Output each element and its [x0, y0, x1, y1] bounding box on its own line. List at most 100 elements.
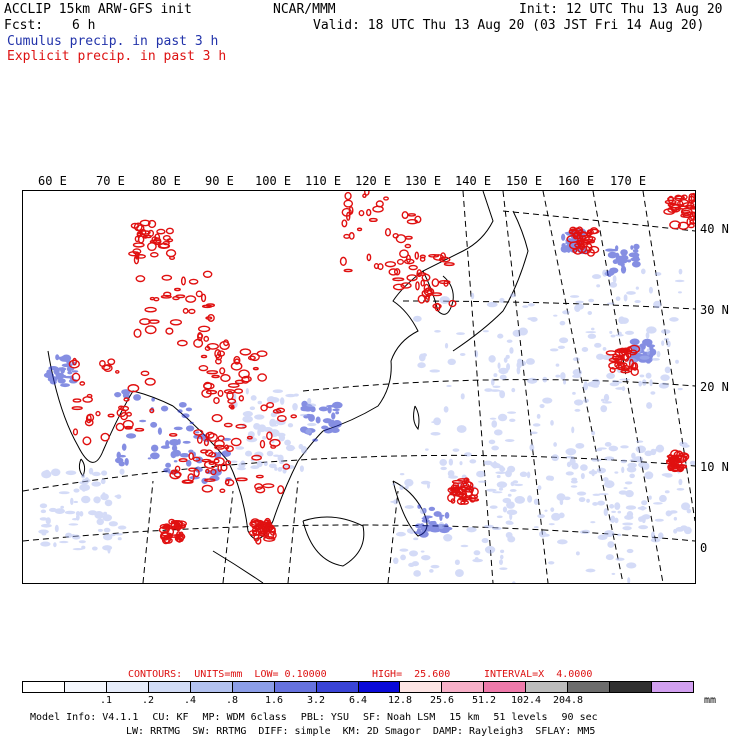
cumulus-precip-cell: [440, 466, 447, 471]
cumulus-precip-cell: [121, 443, 127, 451]
explicit-precip-contour: [238, 369, 250, 379]
cumulus-precip-cell: [619, 378, 630, 381]
cumulus-precip-cell: [160, 405, 169, 412]
cumulus-precip-cell: [585, 568, 596, 573]
cumulus-precip-cell: [558, 512, 565, 519]
explicit-precip-contour: [219, 340, 230, 351]
explicit-precip-contour: [206, 342, 219, 350]
explicit-precip-contour: [148, 319, 160, 324]
cumulus-precip-cell: [242, 415, 253, 423]
cumulus-precip-cell: [330, 427, 340, 433]
cumulus-precip-cell: [474, 350, 479, 358]
cumulus-precip-cell: [606, 372, 615, 380]
explicit-precip-contour: [178, 458, 188, 463]
cumulus-precip-cell: [681, 502, 691, 511]
explicit-precip-contour: [174, 533, 181, 540]
explicit-precip-contour: [399, 249, 409, 259]
cumulus-precip-cell: [322, 418, 333, 424]
cumulus-precip-cell: [621, 466, 625, 474]
cumulus-precip-cell: [71, 534, 76, 538]
latitude-line-10n: [23, 454, 695, 492]
cumulus-precip-cell: [509, 418, 516, 423]
cumulus-precip-cell: [276, 432, 286, 438]
org-label: NCAR/MMM: [273, 2, 336, 17]
explicit-precip-contour: [192, 456, 201, 462]
cumulus-precip-cell: [625, 505, 637, 510]
cumulus-precip-cell: [178, 401, 187, 408]
cumulus-precip-cell: [566, 461, 572, 468]
cumulus-precip-cell: [466, 527, 477, 533]
cumulus-precip-cell: [493, 373, 498, 378]
cumulus-precip-cell: [59, 540, 69, 544]
colorbar-tick-label: .2: [141, 695, 155, 706]
cumulus-precip-cell: [491, 461, 499, 469]
cumulus-precip-cell: [417, 362, 426, 369]
cumulus-precip-cell: [464, 452, 472, 457]
explicit-precip-contour: [290, 414, 298, 419]
colorbar-cell: [148, 682, 191, 692]
cumulus-precip-cell: [575, 303, 584, 310]
explicit-precip-contour: [417, 294, 426, 304]
explicit-precip-contour: [203, 460, 217, 469]
cumulus-precip-cell: [689, 460, 695, 466]
cumulus-precip-cell: [151, 444, 159, 452]
cumulus-precip-cell: [561, 243, 566, 249]
explicit-precip-contour: [161, 274, 173, 281]
cumulus-precip-cell: [661, 329, 671, 334]
explicit-precip-contour: [122, 419, 134, 429]
cumulus-precip-cell: [271, 440, 275, 444]
longitude-label: 100 E: [255, 174, 292, 188]
colorbar-unit: mm: [704, 695, 717, 706]
explicit-precip-contour: [72, 398, 82, 403]
cumulus-precip-cell: [413, 570, 421, 577]
cumulus-precip-cell: [257, 400, 263, 405]
explicit-precip-contour: [205, 468, 210, 474]
explicit-precip-contour: [343, 268, 353, 273]
cumulus-precip-cell: [580, 464, 588, 471]
explicit-precip-contour: [165, 249, 177, 258]
explicit-precip-contour: [276, 414, 287, 422]
cumulus-precip-cell: [512, 329, 522, 337]
explicit-precip-contour: [609, 366, 616, 373]
longitude-label: 150 E: [506, 174, 543, 188]
cumulus-precip-cell: [639, 374, 645, 378]
cumulus-precip-cell: [542, 376, 548, 383]
cumulus-precip-cell: [408, 562, 415, 568]
contour-high: HIGH= 25.600: [372, 669, 451, 680]
explicit-precip-contour: [414, 215, 422, 224]
cumulus-precip-cell: [171, 444, 178, 452]
explicit-precip-contour: [456, 497, 466, 506]
explicit-precip-contour: [403, 258, 415, 265]
cumulus-precip-cell: [556, 539, 568, 545]
cumulus-precip-cell: [419, 508, 426, 515]
cumulus-precip-cell: [681, 444, 690, 448]
explicit-precip-contour: [404, 243, 412, 249]
cumulus-precip-cell: [618, 316, 626, 325]
cumulus-precip-cell: [326, 427, 332, 431]
cumulus-precip-cell: [55, 354, 60, 361]
explicit-precip-contour: [667, 206, 678, 213]
colorbar-cell: [316, 682, 359, 692]
explicit-precip-contour: [690, 192, 695, 202]
explicit-precip-contour: [450, 490, 462, 495]
cumulus-precip-cell: [91, 481, 102, 487]
explicit-precip-contour: [211, 413, 223, 423]
cumulus-precip-cell: [256, 460, 263, 468]
precip-colorbar: [22, 681, 694, 693]
cumulus-precip-cell: [587, 382, 594, 387]
cumulus-precip-cell: [550, 420, 554, 426]
cumulus-precip-cell: [117, 537, 122, 541]
longitude-label: 120 E: [355, 174, 392, 188]
cumulus-precip-cell: [527, 303, 535, 307]
explicit-precip-contour: [341, 219, 348, 228]
cumulus-precip-cell: [607, 251, 618, 259]
model-info-item: 51 levels: [493, 712, 548, 723]
explicit-precip-contour: [144, 306, 157, 313]
explicit-precip-contour: [344, 191, 352, 201]
explicit-precip-contour: [282, 463, 291, 470]
cumulus-precip-cell: [254, 414, 265, 420]
cumulus-precip-cell: [617, 533, 622, 537]
explicit-precip-contour: [408, 264, 418, 271]
cumulus-precip-cell: [277, 454, 284, 462]
meridian-line: [287, 480, 299, 583]
